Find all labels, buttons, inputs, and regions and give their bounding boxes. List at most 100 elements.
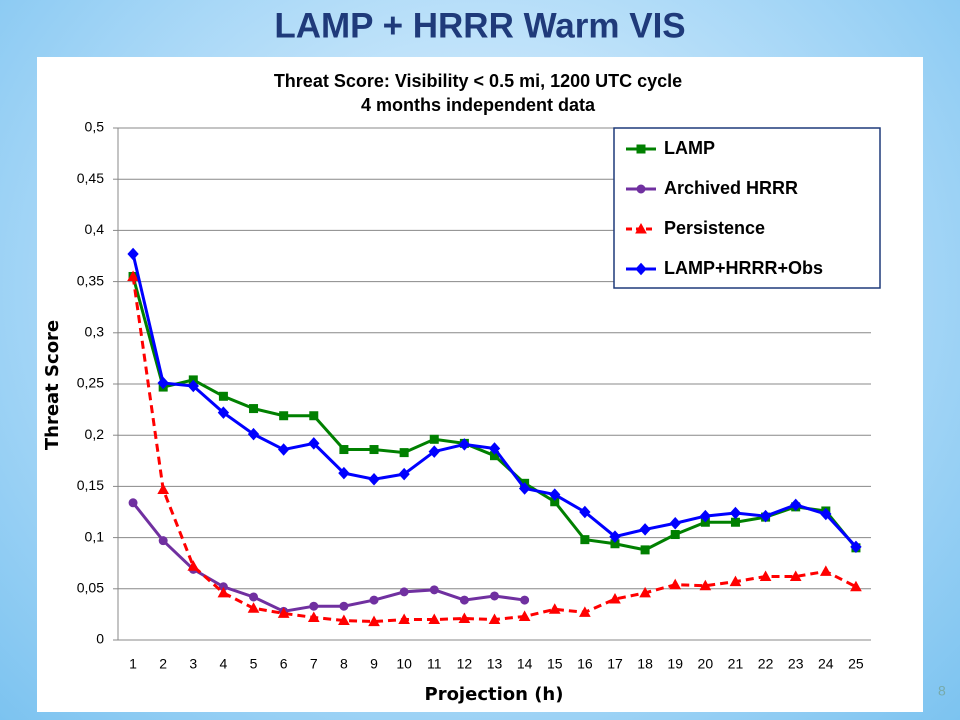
data-point bbox=[518, 482, 531, 495]
data-point bbox=[488, 613, 501, 625]
data-point bbox=[157, 376, 169, 390]
x-tick-label: 4 bbox=[220, 656, 228, 672]
data-point bbox=[368, 615, 380, 627]
data-point bbox=[309, 411, 319, 421]
y-tick-label: 0,3 bbox=[85, 324, 105, 340]
data-point bbox=[729, 506, 742, 520]
data-point bbox=[339, 601, 349, 611]
data-point bbox=[308, 437, 320, 450]
x-tick-label: 16 bbox=[577, 656, 593, 672]
data-point bbox=[369, 595, 379, 605]
legend-box bbox=[613, 127, 881, 289]
data-point bbox=[850, 540, 862, 554]
x-tick-label: 18 bbox=[637, 656, 653, 672]
x-tick-label: 7 bbox=[310, 656, 318, 672]
data-point bbox=[549, 488, 561, 501]
y-axis-label: Threat Score bbox=[42, 320, 63, 450]
x-tick-label: 23 bbox=[788, 656, 804, 672]
data-point bbox=[398, 613, 410, 625]
y-tick-label: 0,2 bbox=[85, 426, 105, 442]
data-point bbox=[730, 517, 740, 527]
y-tick-label: 0,1 bbox=[85, 528, 105, 544]
x-tick-label: 3 bbox=[189, 656, 197, 672]
legend-label: LAMP bbox=[664, 138, 715, 158]
data-point bbox=[428, 613, 441, 625]
data-point bbox=[277, 607, 290, 618]
x-tick-label: 6 bbox=[280, 656, 288, 672]
data-point bbox=[579, 505, 591, 519]
data-point bbox=[579, 606, 591, 617]
legend-marker bbox=[635, 262, 647, 276]
legend-label: Persistence bbox=[664, 218, 765, 238]
slide-number: 8 bbox=[938, 683, 946, 699]
data-point bbox=[127, 247, 139, 261]
x-tick-label: 14 bbox=[517, 656, 533, 672]
data-point bbox=[338, 466, 350, 480]
data-point bbox=[639, 523, 651, 536]
x-tick-label: 8 bbox=[340, 656, 348, 672]
data-point bbox=[399, 448, 409, 458]
x-tick-label: 12 bbox=[457, 656, 473, 672]
x-tick-label: 21 bbox=[728, 656, 744, 672]
data-point bbox=[369, 445, 379, 455]
x-tick-label: 19 bbox=[667, 656, 683, 672]
y-tick-label: 0,4 bbox=[85, 221, 105, 237]
data-point bbox=[399, 587, 409, 597]
data-point bbox=[187, 560, 200, 571]
y-tick-label: 0,35 bbox=[77, 272, 104, 288]
data-point bbox=[128, 498, 138, 508]
data-point bbox=[217, 586, 230, 598]
data-point bbox=[398, 467, 410, 481]
data-point bbox=[249, 404, 259, 414]
x-tick-label: 25 bbox=[848, 656, 864, 672]
chart-subtitle: 4 months independent data bbox=[361, 95, 596, 115]
data-point bbox=[669, 517, 681, 530]
data-point bbox=[609, 593, 621, 604]
data-point bbox=[490, 591, 499, 601]
data-point bbox=[790, 498, 802, 512]
x-tick-label: 15 bbox=[547, 656, 563, 672]
data-point bbox=[249, 592, 259, 602]
data-point bbox=[518, 610, 531, 621]
data-point bbox=[158, 536, 168, 546]
y-tick-label: 0,45 bbox=[77, 170, 104, 186]
y-tick-label: 0,25 bbox=[77, 375, 104, 391]
data-point bbox=[429, 434, 439, 444]
x-tick-label: 1 bbox=[129, 656, 137, 672]
data-point bbox=[247, 602, 260, 613]
x-tick-label: 17 bbox=[607, 656, 623, 672]
data-point bbox=[187, 379, 199, 393]
data-point bbox=[819, 565, 832, 576]
chart-title: Threat Score: Visibility < 0.5 mi, 1200 … bbox=[274, 71, 682, 91]
data-point bbox=[789, 570, 802, 582]
data-point bbox=[307, 611, 320, 622]
x-axis-label: Projection (h) bbox=[425, 684, 564, 705]
data-point bbox=[729, 575, 742, 587]
data-point bbox=[548, 603, 561, 614]
x-tick-label: 20 bbox=[698, 656, 714, 672]
y-tick-label: 0 bbox=[96, 631, 104, 647]
data-point bbox=[580, 535, 590, 545]
data-point bbox=[459, 595, 469, 605]
data-point bbox=[338, 614, 350, 626]
data-point bbox=[759, 570, 772, 582]
x-tick-label: 9 bbox=[370, 656, 378, 672]
data-point bbox=[218, 391, 228, 401]
data-point bbox=[458, 612, 471, 623]
x-tick-label: 24 bbox=[818, 656, 834, 672]
data-point bbox=[309, 601, 319, 611]
data-point bbox=[277, 443, 290, 456]
x-tick-label: 10 bbox=[396, 656, 412, 672]
x-tick-label: 2 bbox=[159, 656, 167, 672]
data-point bbox=[339, 445, 349, 455]
y-tick-label: 0,15 bbox=[77, 477, 104, 493]
legend-marker bbox=[636, 184, 646, 194]
data-point bbox=[217, 406, 230, 419]
data-point bbox=[127, 270, 139, 281]
data-point bbox=[488, 442, 501, 455]
x-tick-label: 13 bbox=[487, 656, 503, 672]
data-point bbox=[759, 509, 772, 523]
y-tick-label: 0,05 bbox=[77, 580, 104, 596]
